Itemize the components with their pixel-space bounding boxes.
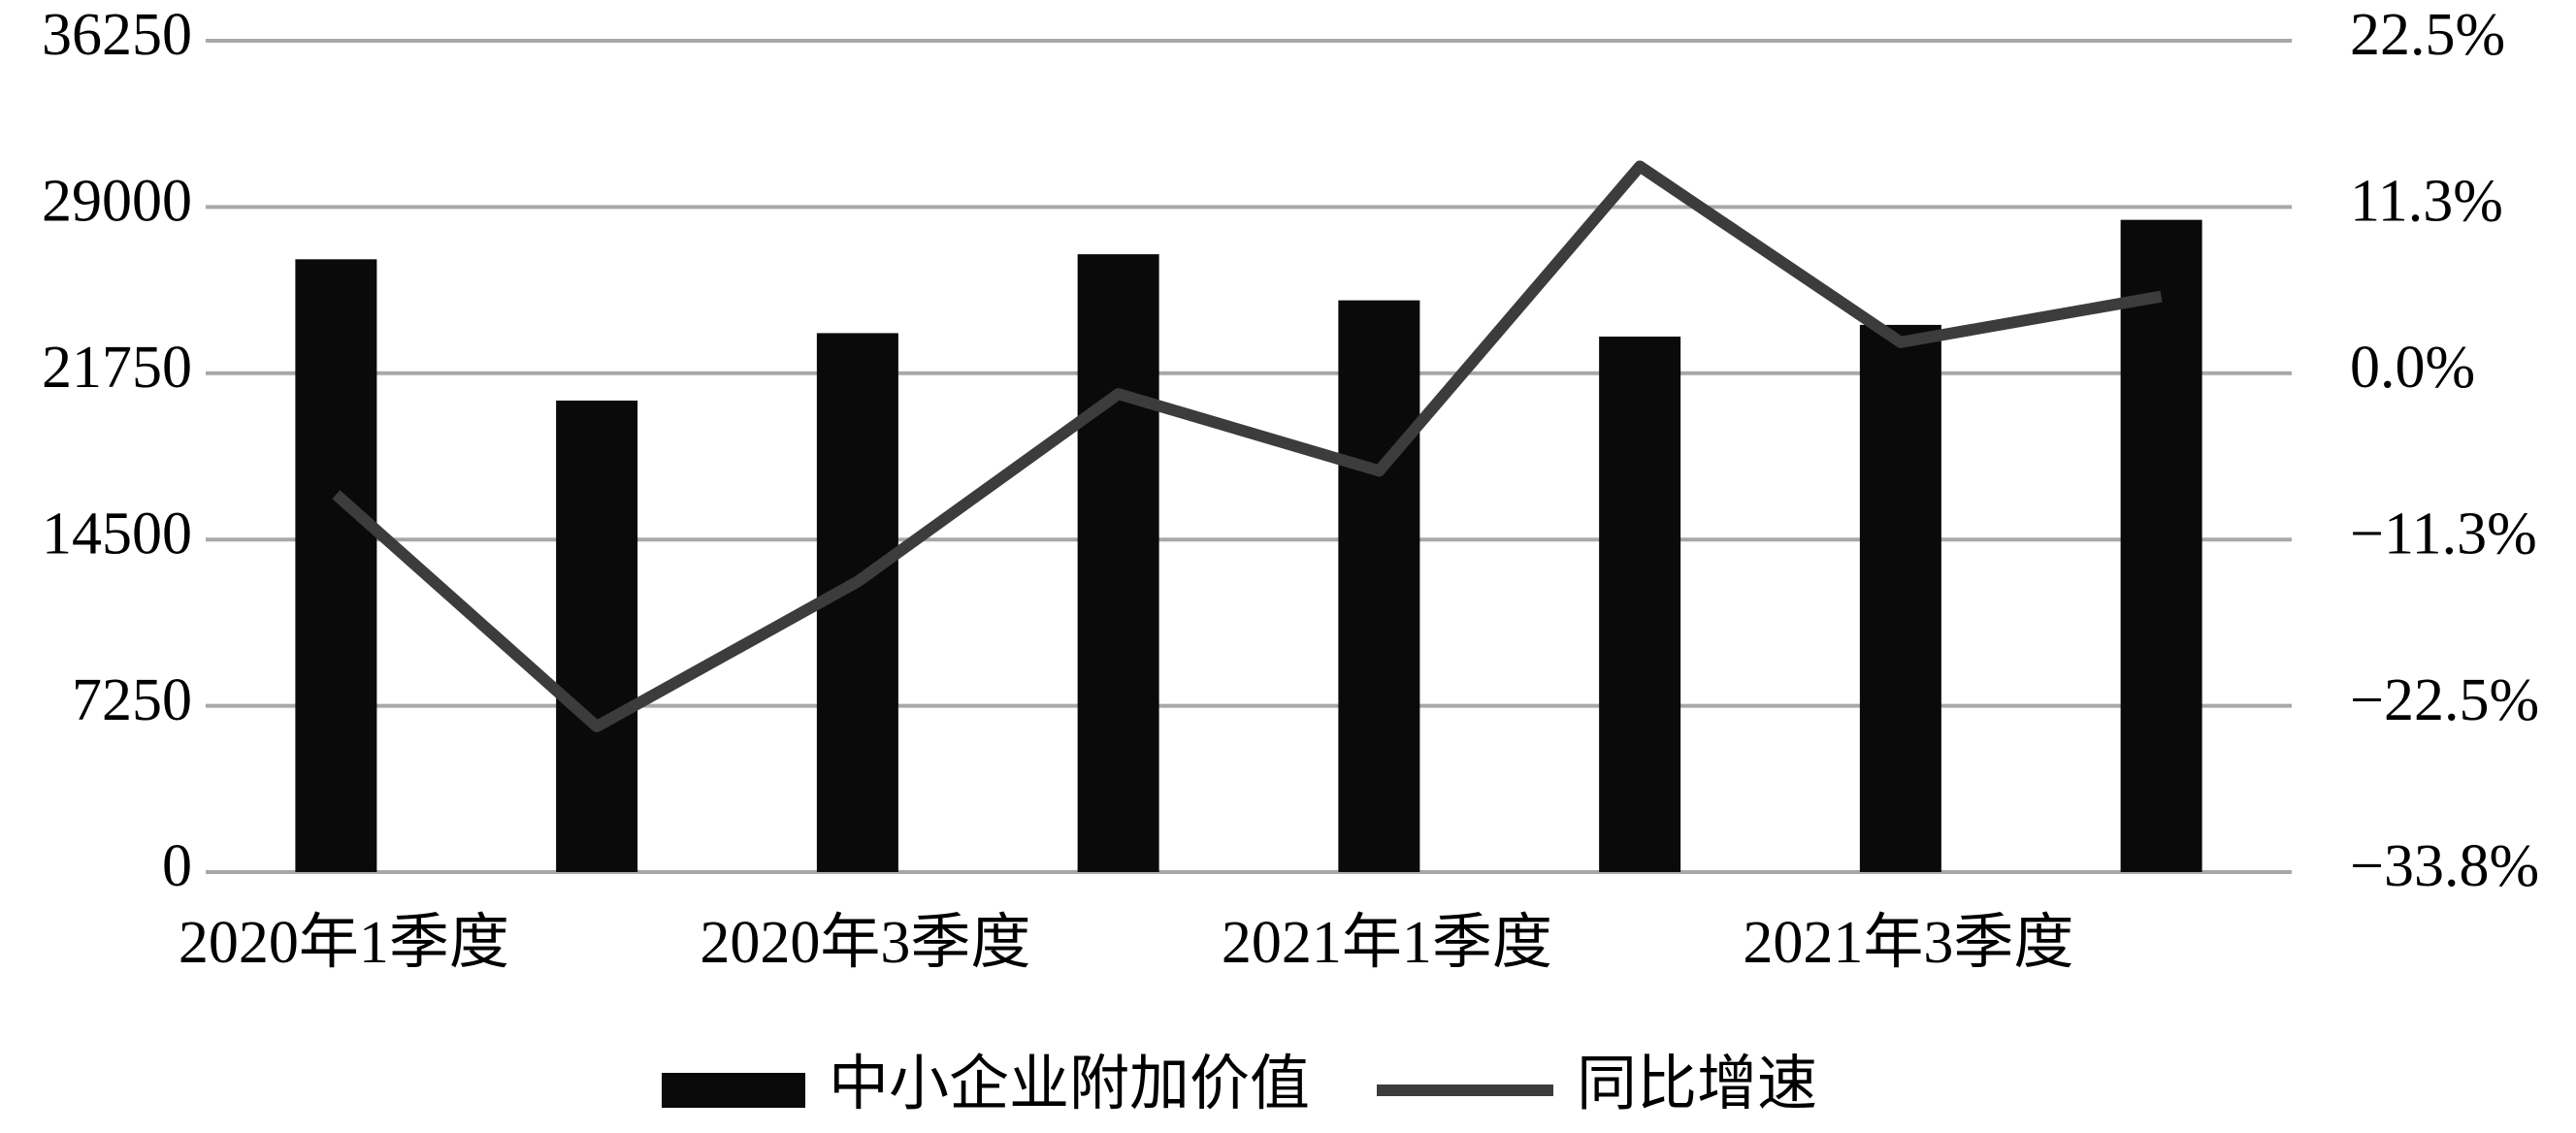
bar	[1599, 336, 1681, 873]
y2-tick-label: −22.5%	[2350, 667, 2539, 733]
y2-tick-label: −11.3%	[2350, 501, 2537, 566]
x-tick-label: 2021年1季度	[1222, 910, 1552, 976]
y-tick-label: 21750	[42, 335, 192, 401]
y2-tick-label: 11.3%	[2350, 169, 2503, 235]
y2-tick-label: −33.8%	[2350, 833, 2539, 899]
y-tick-label: 14500	[42, 501, 192, 566]
y-tick-label: 36250	[42, 2, 192, 68]
bar	[556, 400, 638, 872]
x-tick-label: 2021年3季度	[1743, 910, 2073, 976]
bar	[1338, 300, 1420, 872]
y2-tick-label: 0.0%	[2350, 335, 2475, 401]
x-tick-label: 2020年3季度	[700, 910, 1030, 976]
bar	[1859, 324, 1941, 872]
y-tick-label: 7250	[72, 667, 192, 733]
line	[332, 160, 2163, 732]
y-tick-label: 0	[162, 833, 192, 899]
legend-label: 同比增速	[1577, 1052, 1817, 1117]
y2-tick-label: 22.5%	[2350, 2, 2505, 68]
bar	[2120, 219, 2202, 873]
legend-swatch	[662, 1073, 805, 1108]
legend-label: 中小企业附加价值	[829, 1052, 1310, 1117]
bar	[295, 259, 377, 872]
bar	[1077, 254, 1159, 873]
x-tick-label: 2020年1季度	[179, 910, 509, 976]
y-tick-label: 29000	[42, 169, 192, 235]
